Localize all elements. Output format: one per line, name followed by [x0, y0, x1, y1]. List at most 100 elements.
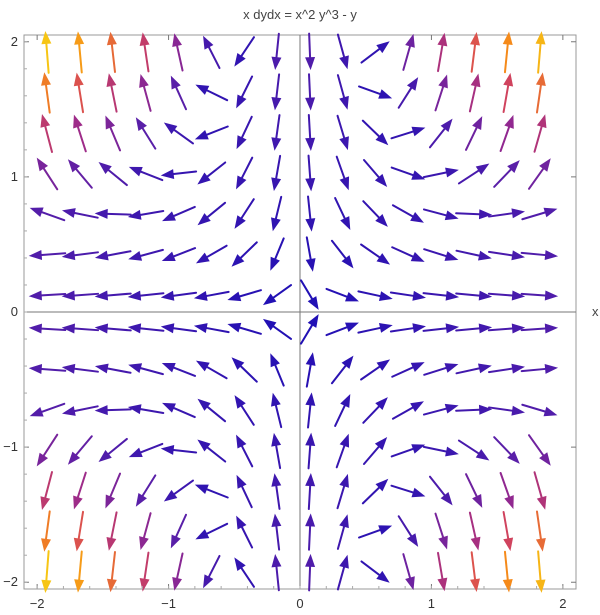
- x-tick-label: 0: [296, 596, 303, 611]
- field-arrow: [172, 33, 184, 72]
- field-arrow: [271, 432, 282, 470]
- field-arrow: [457, 163, 490, 185]
- field-arrow: [521, 403, 558, 417]
- field-arrow: [535, 72, 546, 114]
- field-arrow: [336, 554, 349, 591]
- field-arrow: [422, 290, 460, 301]
- field-arrow: [502, 31, 513, 74]
- field-arrow: [455, 323, 493, 334]
- field-arrow: [94, 323, 132, 334]
- field-arrow: [62, 208, 99, 219]
- field-arrow: [360, 560, 390, 583]
- field-arrow: [28, 290, 67, 301]
- field-arrow: [487, 323, 526, 334]
- field-arrow: [127, 290, 165, 301]
- field-arrow: [135, 474, 157, 507]
- field-arrow: [455, 249, 492, 261]
- field-arrow: [493, 436, 520, 464]
- field-arrow: [195, 360, 228, 380]
- field-arrow: [428, 118, 453, 149]
- field-arrow: [520, 363, 559, 374]
- axes: [24, 35, 576, 589]
- field-arrow: [160, 290, 198, 301]
- field-arrow: [521, 207, 558, 221]
- field-arrow: [434, 512, 448, 550]
- field-arrow: [271, 513, 282, 551]
- field-arrow: [336, 74, 349, 110]
- field-arrow: [434, 74, 448, 112]
- field-arrow: [361, 119, 389, 146]
- field-arrow: [160, 169, 198, 180]
- field-arrow: [493, 160, 520, 188]
- field-arrow: [397, 77, 419, 109]
- field-arrow: [236, 474, 253, 509]
- field-arrow: [195, 84, 229, 102]
- x-axis-label: x: [592, 304, 599, 319]
- field-arrow: [234, 198, 255, 229]
- field-arrow: [128, 248, 164, 261]
- field-arrow: [262, 284, 293, 306]
- field-arrow: [535, 510, 546, 552]
- field-arrow: [73, 114, 87, 153]
- field-arrow: [270, 353, 285, 387]
- field-arrow: [160, 444, 198, 455]
- field-arrow: [488, 250, 525, 261]
- arrow-field: [28, 30, 559, 594]
- field-arrow: [128, 442, 164, 458]
- field-arrow: [128, 166, 164, 182]
- field-arrow: [502, 72, 514, 113]
- field-arrow: [236, 75, 254, 109]
- field-arrow: [360, 41, 390, 64]
- field-arrow: [305, 553, 316, 592]
- field-arrow: [390, 166, 426, 180]
- field-arrow: [105, 472, 122, 509]
- field-arrow: [194, 125, 229, 140]
- field-arrow: [527, 434, 551, 466]
- field-arrow: [94, 290, 132, 301]
- field-arrow: [106, 31, 117, 73]
- field-arrow: [535, 550, 546, 593]
- field-arrow: [437, 32, 448, 73]
- y-tick-label: 1: [11, 169, 18, 184]
- field-arrow: [162, 402, 196, 419]
- field-arrow: [271, 154, 282, 192]
- field-arrow: [305, 513, 316, 551]
- field-arrow: [194, 484, 229, 499]
- field-arrow: [74, 550, 85, 593]
- field-arrow: [390, 444, 426, 458]
- field-arrow: [73, 510, 85, 552]
- field-arrow: [271, 553, 282, 592]
- field-arrow: [402, 553, 415, 591]
- field-arrow: [41, 72, 51, 114]
- field-arrow: [422, 323, 460, 334]
- field-arrow: [41, 510, 51, 552]
- field-arrow: [470, 551, 480, 592]
- field-arrow: [305, 236, 316, 272]
- field-arrow: [535, 31, 546, 74]
- field-arrow: [197, 439, 227, 463]
- field-arrow: [193, 323, 230, 334]
- field-arrow: [94, 405, 132, 416]
- field-arrow: [457, 439, 490, 461]
- field-arrow: [40, 113, 54, 153]
- field-arrow: [305, 352, 316, 388]
- field-arrow: [336, 473, 349, 510]
- field-arrow: [397, 515, 419, 547]
- field-arrow: [139, 32, 150, 73]
- field-arrow: [305, 432, 316, 470]
- field-arrow: [533, 471, 547, 510]
- field-arrow: [271, 473, 282, 510]
- field-arrow: [28, 249, 67, 260]
- field-arrow: [336, 514, 349, 550]
- field-arrow: [161, 247, 197, 262]
- y-tick-label: 0: [11, 304, 18, 319]
- y-tick-label: −1: [3, 439, 18, 454]
- field-arrow: [127, 323, 165, 334]
- field-arrow: [236, 115, 253, 150]
- field-arrow: [163, 122, 194, 145]
- field-arrow: [423, 363, 459, 376]
- field-arrow: [135, 117, 157, 150]
- field-arrow: [335, 155, 350, 191]
- field-arrow: [36, 433, 59, 467]
